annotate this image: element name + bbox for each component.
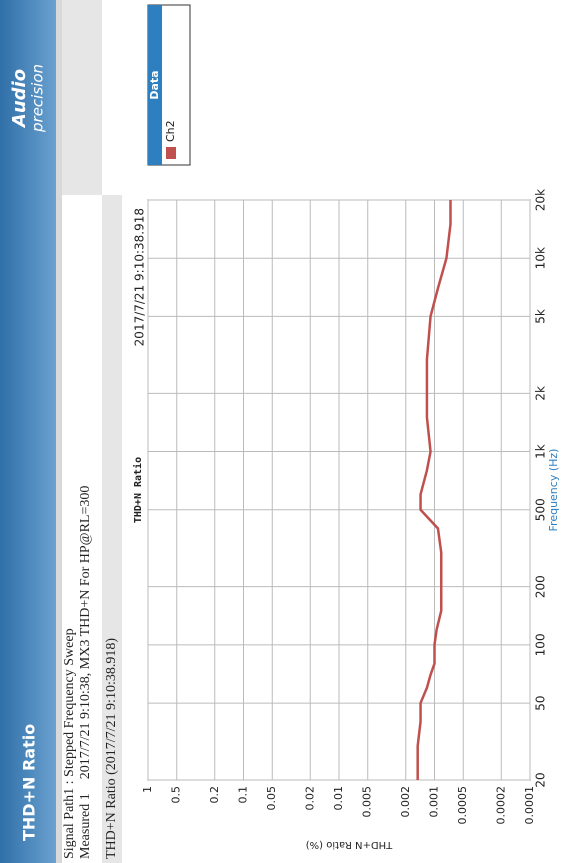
header-band [0, 0, 56, 863]
y-tick-label: 0.1 [237, 786, 250, 804]
x-tick-label: 5k [534, 309, 548, 324]
header-rule [56, 0, 62, 863]
logo: precision [29, 64, 47, 133]
x-tick-label: 20 [534, 772, 548, 787]
y-tick-label: 0.05 [265, 786, 278, 811]
y-tick-label: 0.01 [332, 786, 345, 811]
y-axis-label: THD+N Ratio (%) [306, 839, 394, 850]
chart-title: THD+N Ratio [132, 457, 144, 523]
logo: Audio [9, 69, 30, 129]
info-line: Signal Path1 : Stepped Frequency Sweep [62, 628, 77, 859]
x-tick-label: 500 [534, 498, 548, 521]
y-tick-label: 0.005 [361, 786, 374, 818]
y-tick-label: 0.001 [428, 786, 441, 818]
x-tick-label: 100 [534, 633, 548, 656]
x-tick-label: 10k [534, 247, 548, 269]
info-line: THD+N Ratio (2017/7/21 9:10:38.918) [104, 638, 119, 859]
y-tick-label: 0.5 [170, 786, 183, 804]
y-tick-label: 0.0001 [523, 786, 536, 825]
legend-header [148, 5, 162, 165]
legend-title: Data [148, 70, 161, 99]
y-tick-label: 0.0005 [456, 786, 469, 825]
timestamp: 2017/7/21 9:10:38.918 [133, 208, 147, 346]
y-tick-label: 0.2 [208, 786, 221, 804]
x-tick-label: 50 [534, 695, 548, 710]
x-tick-label: 2k [534, 386, 548, 401]
x-tick-label: 20k [534, 189, 548, 211]
y-tick-label: 0.02 [303, 786, 316, 811]
info-line: Measured 1 2017/7/21 9:10:38, MX3 THD+N … [78, 486, 93, 859]
legend-swatch [166, 147, 176, 159]
legend-label: Ch2 [164, 120, 177, 142]
x-tick-label: 1k [534, 444, 548, 459]
header-title: THD+N Ratio [20, 724, 39, 841]
y-tick-label: 1 [141, 786, 154, 793]
x-tick-label: 200 [534, 575, 548, 598]
y-tick-label: 0.0002 [494, 786, 507, 825]
section-band [102, 195, 122, 863]
x-axis-label: Frequency (Hz) [547, 449, 560, 532]
side-panel [62, 0, 102, 195]
y-tick-label: 0.002 [399, 786, 412, 818]
series-line [416, 200, 452, 780]
